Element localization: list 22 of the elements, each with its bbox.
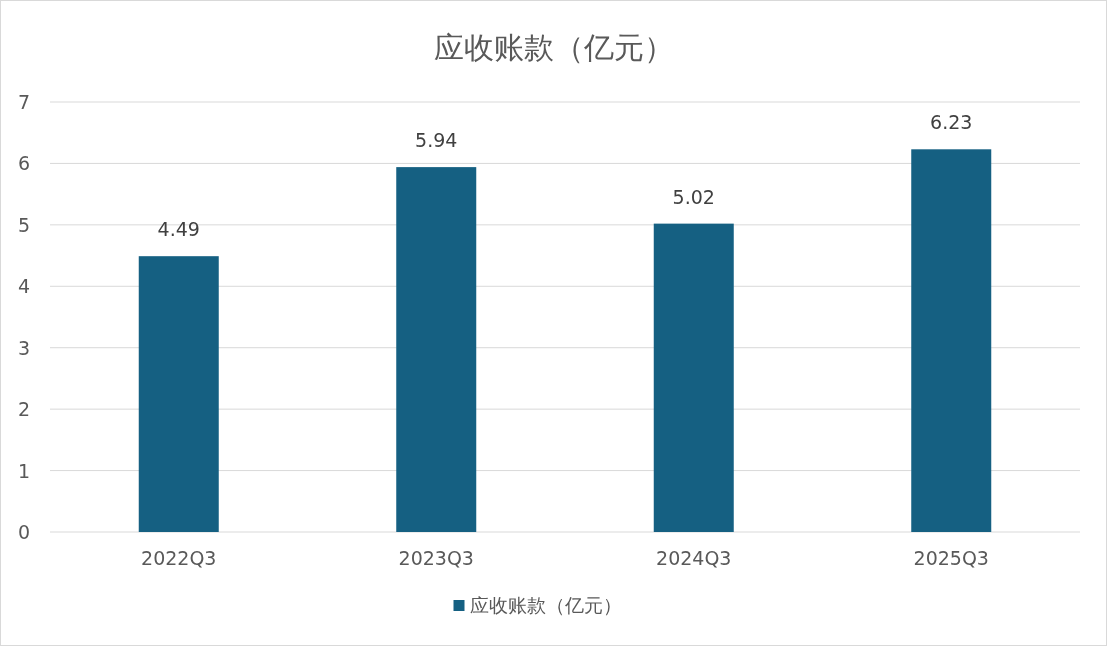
- bar: [653, 223, 734, 532]
- y-tick-label: 7: [17, 91, 30, 113]
- bar: [138, 256, 219, 532]
- x-tick-label: 2025Q3: [913, 547, 989, 569]
- x-tick-label: 2024Q3: [656, 547, 732, 569]
- y-tick-label: 6: [17, 152, 30, 175]
- x-tick-label: 2022Q3: [141, 547, 217, 569]
- y-tick-label: 0: [17, 521, 30, 543]
- x-tick-label: 2023Q3: [398, 547, 474, 569]
- data-label: 4.49: [157, 218, 200, 241]
- data-label: 6.23: [930, 111, 973, 134]
- bar: [396, 167, 477, 532]
- data-label: 5.02: [672, 185, 715, 208]
- y-tick-label: 4: [17, 275, 30, 298]
- legend-label: 应收账款（亿元）: [469, 594, 622, 616]
- bar: [911, 149, 992, 532]
- y-tick-label: 5: [17, 213, 30, 236]
- data-label: 5.94: [415, 129, 458, 152]
- chart-title: 应收账款（亿元）: [433, 30, 674, 65]
- y-tick-label: 3: [17, 336, 30, 359]
- y-tick-label: 1: [17, 459, 30, 482]
- y-tick-label: 2: [17, 398, 30, 421]
